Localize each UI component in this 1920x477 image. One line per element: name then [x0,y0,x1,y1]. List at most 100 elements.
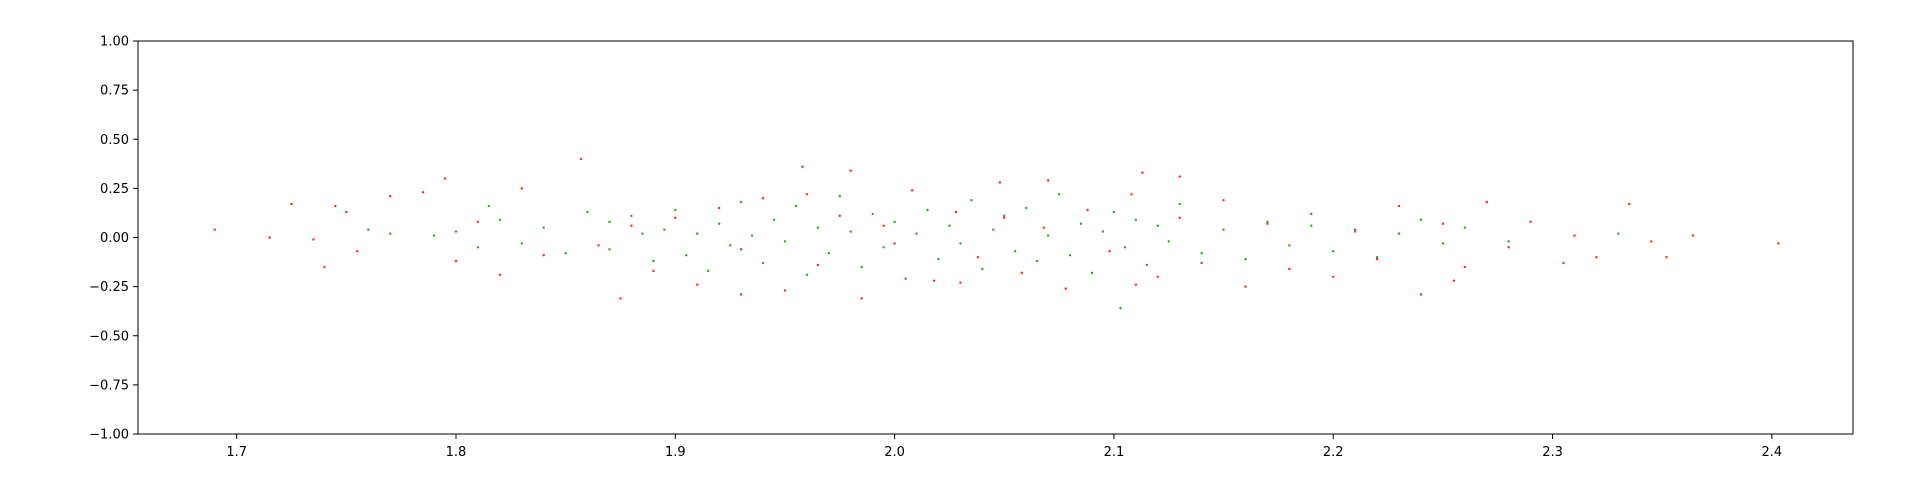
scatter-point [290,202,293,206]
scatter-point [630,214,633,218]
scatter-point [1562,261,1565,265]
points-layer [213,157,1780,310]
scatter-point [761,197,765,200]
scatter-point [1057,193,1061,196]
scatter-point [1375,257,1379,261]
scatter-point [1441,222,1445,225]
scatter-point [1529,220,1532,223]
scatter-point [1145,263,1149,267]
scatter-point [1101,230,1105,233]
scatter-point [542,226,545,229]
scatter-point [1200,252,1203,255]
scatter-point [1266,222,1269,225]
scatter-point [1266,220,1269,223]
scatter-point [707,269,710,273]
scatter-point [932,279,936,282]
scatter-point [1112,210,1116,214]
scatter-point [915,232,918,235]
scatter-point [1090,271,1094,275]
scatter-point [389,195,392,198]
scatter-point [579,157,583,161]
scatter-point [1573,234,1576,237]
scatter-point [1014,250,1017,253]
scatter-point [1064,287,1067,290]
scatter-point [805,273,809,277]
x-axis: 1.7 1.8 1.9 2.0 2.1 2.2 2.3 2.4 [226,434,1782,460]
scatter-point [619,297,622,300]
scatter-point [1441,242,1445,245]
scatter-point [1507,246,1510,249]
scatter-point [334,204,337,208]
scatter-point [794,204,798,208]
scatter-point [1507,240,1510,243]
scatter-point [992,228,995,231]
scatter-point [827,252,831,255]
scatter-point [937,257,940,261]
scatter-point [849,169,852,172]
scatter-point [1035,259,1039,263]
scatter-point [761,261,765,265]
scatter-point [801,165,804,168]
scatter-point [641,232,644,235]
scatter-point [1079,222,1083,225]
x-tick-label: 2.1 [1104,445,1125,460]
scatter-point [970,198,973,202]
scatter-point [959,281,962,284]
scatter-point [1003,214,1006,218]
series-0 [367,193,1620,310]
scatter-point [882,246,885,249]
scatter-point [739,293,743,296]
scatter-point [1452,279,1456,282]
scatter-point [1108,250,1111,253]
scatter-point [893,242,896,245]
scatter-point [1310,212,1313,216]
scatter-point [849,230,852,233]
scatter-point [1419,293,1423,296]
x-tick-label: 1.7 [226,445,247,460]
scatter-point [312,238,315,241]
y-tick-label: 0.75 [100,84,129,99]
scatter-point [1463,226,1467,229]
scatter-point [904,277,907,280]
y-tick-label: 0.00 [100,231,129,246]
scatter-point [1288,267,1291,271]
scatter-point [1046,179,1050,182]
scatter-point [1244,285,1247,288]
scatter-point [1167,240,1170,243]
scatter-point [389,232,392,235]
scatter-point [1332,275,1335,278]
scatter-point [1665,255,1668,259]
scatter-point [1222,198,1225,202]
scatter-point [1691,234,1695,237]
y-tick-label: 0.50 [100,133,129,148]
scatter-point [663,228,666,231]
scatter-point [268,236,271,239]
scatter-point [926,208,929,212]
scatter-point [1353,228,1357,231]
scatter-point [1419,218,1423,222]
scatter-point [783,240,787,243]
scatter-point [685,253,688,257]
scatter-point [1222,228,1225,231]
x-tick-label: 2.2 [1323,445,1344,460]
scatter-point [976,255,980,259]
scatter-point [816,263,820,267]
scatter-point [1463,265,1467,269]
scatter-point [1332,250,1335,253]
y-tick-label: 1.00 [100,35,129,50]
x-tick-label: 1.8 [446,445,467,460]
scatter-point [816,226,820,229]
scatter-point [1042,226,1045,229]
scatter-point [838,195,841,198]
scatter-point [1086,208,1089,212]
scatter-point [1178,216,1181,220]
scatter-point [696,232,699,235]
scatter-point [696,283,699,286]
scatter-point [498,273,502,277]
scatter-point [586,210,589,214]
x-tick-label: 1.9 [665,445,686,460]
scatter-point [1134,283,1138,286]
scatter-point [1200,261,1203,265]
scatter-point [1288,244,1291,247]
